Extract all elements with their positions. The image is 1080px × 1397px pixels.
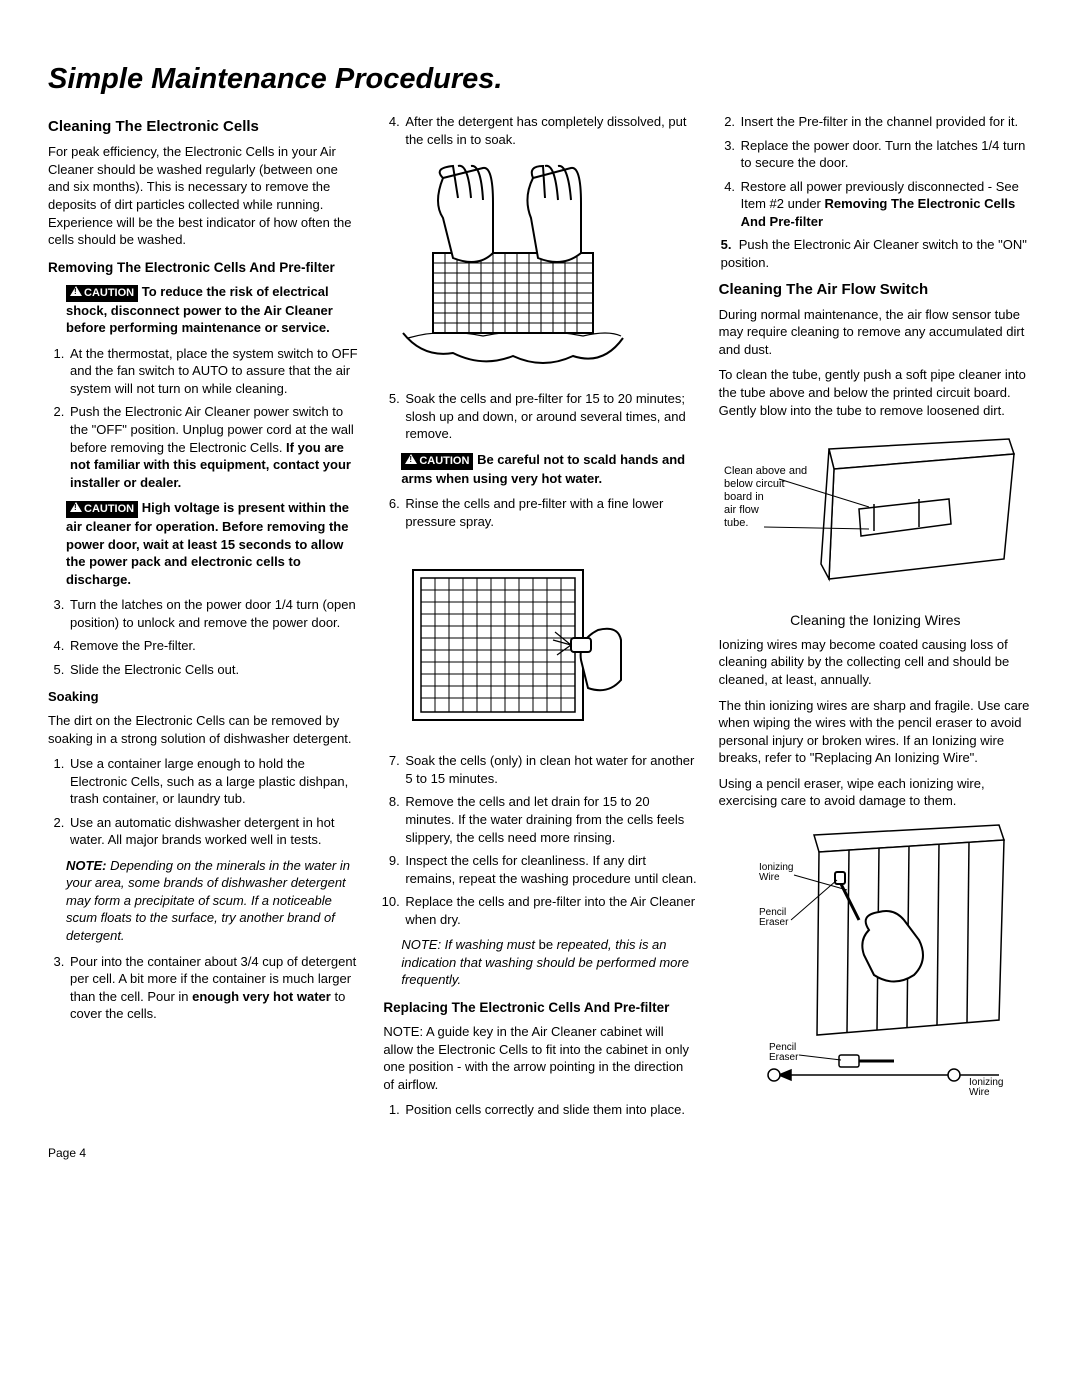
removing-steps: At the thermostat, place the system swit… (48, 345, 361, 491)
heading-cleaning-cells: Cleaning The Electronic Cells (48, 117, 361, 137)
note-repeat-wash: NOTE: If washing must be repeated, this … (401, 936, 696, 989)
caution-block-2: CAUTION High voltage is present within t… (66, 499, 361, 588)
soaking-step-6: Rinse the cells and pre-filter with a fi… (383, 495, 696, 530)
figure-hands-soaking (383, 158, 696, 378)
column-2: After the detergent has completely disso… (383, 113, 696, 1127)
caution-badge: CAUTION (401, 453, 473, 470)
para-soaking: The dirt on the Electronic Cells can be … (48, 712, 361, 747)
list-item: Position cells correctly and slide them … (403, 1101, 696, 1119)
svg-text:board in: board in (724, 491, 764, 503)
figure-ionizing-wires: Ionizing Wire Pencil Eraser Pencil Erase… (719, 820, 1032, 1100)
caution-badge: CAUTION (66, 501, 138, 518)
heading-soaking: Soaking (48, 688, 361, 706)
page-number: Page 4 (48, 1145, 1032, 1161)
list-item: Push the Electronic Air Cleaner power sw… (68, 403, 361, 491)
list-item: At the thermostat, place the system swit… (68, 345, 361, 398)
list-item: 5. Push the Electronic Air Cleaner switc… (719, 236, 1032, 271)
figure-rinse-spray (383, 540, 696, 740)
warning-icon (70, 502, 82, 512)
list-item: Replace the power door. Turn the latches… (739, 137, 1032, 172)
soaking-step-4: After the detergent has completely disso… (383, 113, 696, 148)
caution-badge: CAUTION (66, 285, 138, 302)
soaking-steps: Use a container large enough to hold the… (48, 755, 361, 849)
list-item: Use an automatic dishwasher detergent in… (68, 814, 361, 849)
replacing-steps-cont: Insert the Pre-filter in the channel pro… (719, 113, 1032, 271)
para-ionizing-1: Ionizing wires may become coated causing… (719, 636, 1032, 689)
caution-block-3: CAUTION Be careful not to scald hands an… (401, 451, 696, 487)
column-1: Cleaning The Electronic Cells For peak e… (48, 113, 361, 1127)
replacing-steps: Position cells correctly and slide them … (383, 1101, 696, 1119)
list-item: Remove the cells and let drain for 15 to… (403, 793, 696, 846)
list-item: Inspect the cells for cleanliness. If an… (403, 852, 696, 887)
soaking-steps-cont: Pour into the container about 3/4 cup of… (48, 953, 361, 1023)
list-item: Pour into the container about 3/4 cup of… (68, 953, 361, 1023)
page-title: Simple Maintenance Procedures. (48, 60, 1032, 99)
warning-icon (405, 454, 417, 464)
svg-text:Wire: Wire (759, 872, 780, 883)
list-item: Replace the cells and pre-filter into th… (403, 893, 696, 928)
para-ionizing-2: The thin ionizing wires are sharp and fr… (719, 697, 1032, 767)
list-item: Turn the latches on the power door 1/4 t… (68, 596, 361, 631)
list-item: Slide the Electronic Cells out. (68, 661, 361, 679)
figure-airflow-tube: Clean above and below circuit board in a… (719, 429, 1032, 599)
list-item: Use a container large enough to hold the… (68, 755, 361, 808)
removing-steps-cont: Turn the latches on the power door 1/4 t… (48, 596, 361, 678)
svg-text:below circuit: below circuit (724, 478, 785, 490)
para-airflow-1: During normal maintenance, the air flow … (719, 306, 1032, 359)
content-columns: Cleaning The Electronic Cells For peak e… (48, 113, 1032, 1127)
svg-text:Wire: Wire (969, 1087, 990, 1098)
para-airflow-2: To clean the tube, gently push a soft pi… (719, 366, 1032, 419)
heading-replacing: Replacing The Electronic Cells And Pre-f… (383, 999, 696, 1017)
caution-block-1: CAUTION To reduce the risk of electrical… (66, 283, 361, 337)
list-item: Soak the cells (only) in clean hot water… (403, 752, 696, 787)
list-item: After the detergent has completely disso… (403, 113, 696, 148)
svg-text:air flow: air flow (724, 504, 759, 516)
svg-text:tube.: tube. (724, 517, 748, 529)
svg-text:Eraser: Eraser (759, 917, 789, 928)
column-3: Insert the Pre-filter in the channel pro… (719, 113, 1032, 1127)
note-detergent: NOTE: Depending on the minerals in the w… (66, 857, 361, 945)
warning-icon (70, 286, 82, 296)
heading-ionizing: Cleaning the Ionizing Wires (719, 611, 1032, 630)
soaking-steps-7to10: Soak the cells (only) in clean hot water… (383, 752, 696, 928)
para-ionizing-3: Using a pencil eraser, wipe each ionizin… (719, 775, 1032, 810)
heading-removing: Removing The Electronic Cells And Pre-fi… (48, 259, 361, 277)
svg-text:Eraser: Eraser (769, 1052, 799, 1063)
heading-airflow: Cleaning The Air Flow Switch (719, 280, 1032, 300)
list-item: Remove the Pre-filter. (68, 637, 361, 655)
fig-label-line1: Clean above and (724, 465, 807, 477)
para-cleaning: For peak efficiency, the Electronic Cell… (48, 143, 361, 248)
list-item: Rinse the cells and pre-filter with a fi… (403, 495, 696, 530)
list-item: Insert the Pre-filter in the channel pro… (739, 113, 1032, 131)
soaking-step-5: Soak the cells and pre-filter for 15 to … (383, 390, 696, 443)
list-item: Soak the cells and pre-filter for 15 to … (403, 390, 696, 443)
list-item: Restore all power previously disconnecte… (739, 178, 1032, 231)
para-replacing-note: NOTE: A guide key in the Air Cleaner cab… (383, 1023, 696, 1093)
